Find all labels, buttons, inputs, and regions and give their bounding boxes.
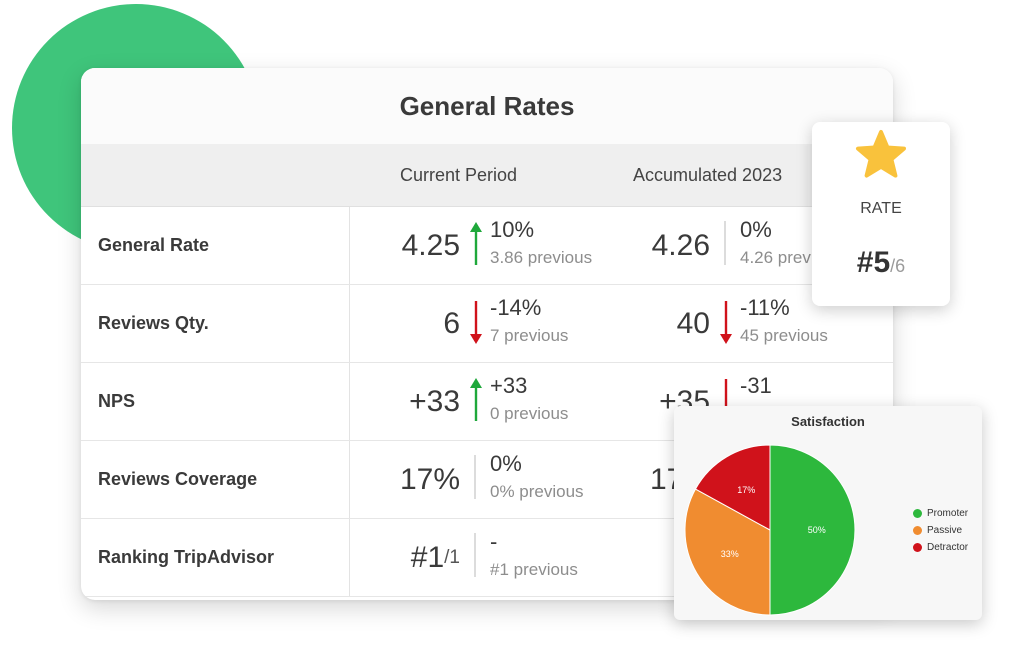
row-label: General Rate [98, 235, 210, 255]
legend-item: Detractor [913, 539, 968, 556]
row-divider [349, 363, 350, 440]
card-title: General Rates [81, 68, 893, 144]
metric-delta: - [490, 529, 498, 554]
chart-legend: Promoter Passive Detractor [913, 505, 968, 556]
metric-separator [474, 533, 476, 577]
row-divider [349, 519, 350, 596]
metric-value: #1/1 [411, 519, 460, 596]
column-header-accumulated: Accumulated 2023 [633, 165, 783, 185]
metric-delta: 0% [740, 217, 772, 242]
metric-previous: 45 previous [740, 326, 828, 345]
metric-value-number: +33 [409, 384, 460, 418]
legend-label: Promoter [927, 508, 969, 519]
metric-previous: 3.86 previous [490, 248, 593, 267]
pie-slice-label: 33% [721, 549, 739, 559]
table-row: General Rate 4.25 10% 3.86 previous 4.26 0% 4.… [81, 207, 893, 285]
metric-delta: -11% [740, 295, 790, 320]
legend-item: Passive [913, 522, 968, 539]
column-header-bar: Current Period Accumulated 2023 [81, 144, 893, 207]
legend-color-dot [913, 509, 922, 518]
metric-previous: #1 previous [490, 560, 578, 579]
metric-previous: 0% previous [490, 482, 584, 501]
metric-current: +33 +33 0 previous [81, 363, 893, 440]
legend-item: Promoter [913, 505, 968, 522]
metric-value-number: #1 [410, 540, 445, 574]
star-icon [856, 130, 906, 178]
pie-slice-detractor [694, 444, 771, 531]
pie-slice-promoter [769, 444, 856, 616]
metric-separator [724, 221, 726, 265]
metric-accumulated: 4.26 0% 4.26 previous [81, 207, 893, 284]
metric-value-number: 4.26 [651, 228, 710, 262]
metric-current: 6 -14% 7 previous [81, 285, 893, 362]
metric-separator [474, 455, 476, 499]
arrow-down-icon [469, 299, 483, 345]
column-header-current-period: Current Period [400, 165, 518, 185]
pie-slice-label: 17% [737, 485, 755, 495]
row-label: Reviews Qty. [98, 313, 209, 333]
satisfaction-pie-chart: 50% 33% 17% [684, 444, 856, 616]
rate-rank-total: /6 [890, 256, 906, 276]
satisfaction-chart-card: Satisfaction 50% 33% 17% Promoter Passive De… [674, 406, 982, 620]
chart-title: Satisfaction [791, 414, 865, 429]
rate-card: RATE #5/6 [812, 122, 950, 306]
row-divider [349, 441, 350, 518]
arrow-up-icon [469, 377, 483, 423]
rate-rank: #5/6 [812, 246, 950, 280]
metric-value: 4.26 [652, 207, 710, 284]
legend-label: Passive [927, 525, 963, 536]
table-row: Ranking TripAdvisor #1/1 - #1 previous [81, 519, 893, 597]
rate-label: RATE [860, 200, 902, 217]
general-rates-card: General Rates Current Period Accumulated… [81, 68, 893, 600]
metric-current: 4.25 10% 3.86 previous [81, 207, 893, 284]
metric-value: 40 [677, 285, 710, 362]
metric-accumulated: 40 -11% 45 previous [81, 285, 893, 362]
row-label: Reviews Coverage [98, 469, 258, 489]
arrow-down-icon [719, 299, 733, 345]
metric-delta: -31 [740, 373, 772, 398]
metric-value: 17% [400, 441, 460, 518]
table-row: Reviews Qty. 6 -14% 7 previous 40 -11% 45 prev… [81, 285, 893, 363]
pie-slice-passive [684, 488, 771, 616]
rate-rank-value: #5 [856, 246, 891, 279]
legend-label: Detractor [927, 542, 969, 553]
legend-color-dot [913, 543, 922, 552]
metric-current: #1/1 - #1 previous [81, 519, 893, 596]
pie-slice-label: 50% [808, 525, 826, 535]
legend-color-dot [913, 526, 922, 535]
row-label: NPS [98, 391, 136, 411]
row-label: Ranking TripAdvisor [98, 547, 275, 567]
metric-value-number: 6 [443, 306, 460, 340]
metric-delta: 10% [490, 217, 535, 242]
metric-value: 4.25 [402, 207, 460, 284]
metric-previous: 7 previous [490, 326, 569, 345]
arrow-up-icon [469, 221, 483, 267]
row-divider [349, 285, 350, 362]
metric-value: 6 [443, 285, 460, 362]
metric-delta: -14% [490, 295, 542, 320]
table-row: NPS +33 +33 0 previous +35 -31 [81, 363, 893, 441]
metric-value-number: 17% [399, 462, 460, 496]
metric-delta: +33 [490, 373, 528, 398]
metric-value-suffix: /1 [444, 546, 460, 568]
metric-previous: 0 previous [490, 404, 569, 423]
metric-value: +33 [409, 363, 460, 440]
row-divider [349, 207, 350, 284]
metric-delta: 0% [490, 451, 522, 476]
metric-value-number: 40 [676, 306, 710, 340]
metric-value-number: 4.25 [401, 228, 460, 262]
metric-current: 17% 0% 0% previous [81, 441, 893, 518]
